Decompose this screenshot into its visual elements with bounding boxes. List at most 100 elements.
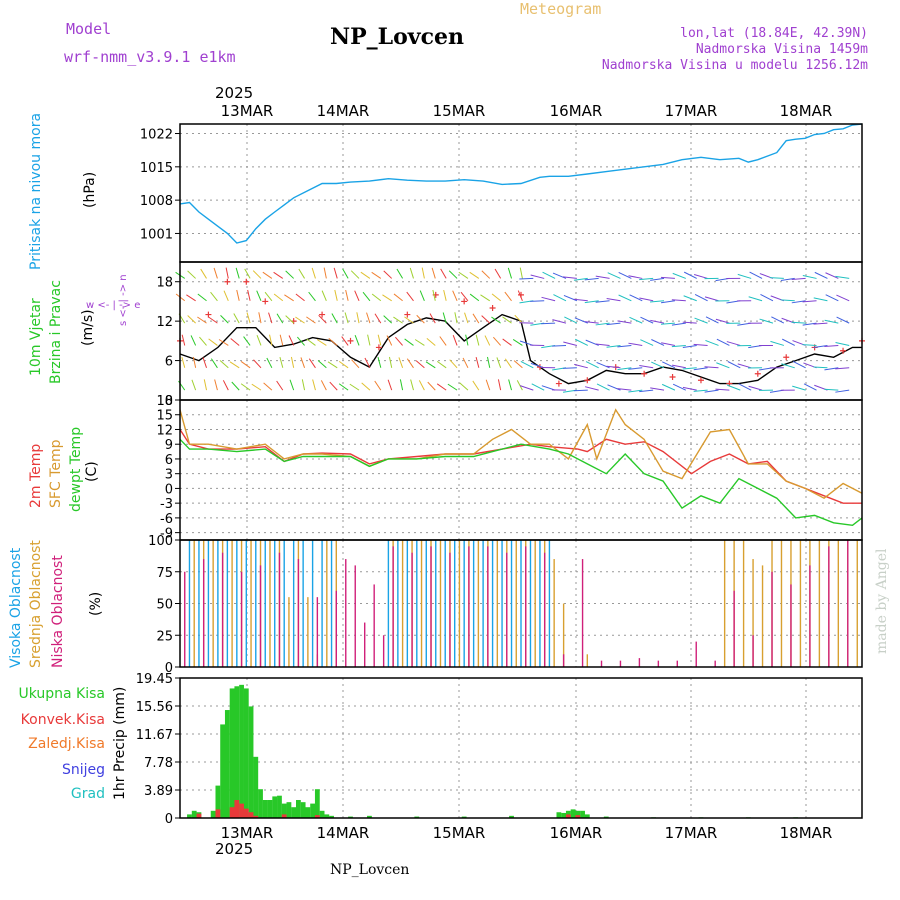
wind-arrow [472, 313, 480, 324]
wind-arrow [492, 336, 502, 346]
gust-point [641, 370, 648, 377]
wind-arrow [306, 338, 316, 346]
wind-arrow [442, 312, 447, 324]
compass-ew: w <- | -> e [86, 300, 141, 311]
wind-arrow [514, 314, 523, 324]
wind-arrow [459, 382, 469, 391]
wind-arrow [199, 336, 207, 346]
wind-arrow [312, 379, 316, 391]
wind-arrow [813, 297, 828, 302]
gust-point [584, 377, 591, 384]
wind-arrow [454, 312, 458, 324]
wind-arrow [449, 359, 458, 369]
wind-arrow [225, 267, 229, 279]
wind-arrow [406, 358, 414, 369]
wind-arrow [328, 338, 338, 346]
wind-arrow [639, 365, 654, 369]
wind-arrow [231, 381, 240, 391]
wind-arrow [396, 268, 404, 279]
wind-arrow [596, 383, 610, 391]
wind-arrow [393, 316, 403, 324]
precip-bar [234, 800, 240, 818]
wind-arrow [607, 384, 621, 391]
legend-frozen-rain: Zaledj.Kisa [28, 736, 105, 752]
wind-arrow [388, 356, 393, 368]
wind-arrow [825, 272, 839, 279]
wind-arrow [704, 296, 719, 302]
wind-arrow [273, 271, 284, 279]
wind-arrow [197, 293, 207, 302]
wind-arrow [349, 383, 360, 391]
wind-arrow [485, 379, 491, 391]
wind-arrow [298, 268, 305, 279]
wind-arrow [629, 294, 643, 302]
wind-arrow [491, 316, 501, 324]
x-tick-label-top: 18MAR [780, 102, 833, 120]
wind-arrow [791, 321, 806, 324]
wind-arrow [504, 291, 512, 302]
wind-arrow [491, 293, 501, 302]
wind-arrow [618, 294, 632, 302]
wind-arrow [683, 295, 697, 302]
wind-arrow [452, 290, 458, 301]
wind-arrow [338, 360, 349, 369]
wind-arrow [551, 344, 567, 347]
wind-ytick-label: 6 [165, 355, 173, 370]
precip-bar [248, 706, 254, 818]
wind-arrow [469, 271, 480, 279]
legend-conv-rain: Konvek.Kisa [20, 712, 105, 728]
wind-arrow [458, 271, 469, 279]
wind-arrow [694, 294, 708, 302]
wind-arrow [219, 360, 229, 369]
precip-bar [319, 810, 325, 818]
wind-arrow [383, 315, 393, 324]
wind-arrow [443, 289, 447, 301]
wind-arrow [377, 334, 382, 346]
wind-arrow [584, 277, 599, 281]
wind-arrow [439, 336, 447, 346]
wind-arrow [404, 338, 414, 346]
wind-arrow [541, 322, 556, 325]
gust-point [489, 305, 496, 311]
wind-arrow [727, 361, 741, 369]
wind-arrow [208, 338, 218, 346]
x-tick-label-top: 16MAR [550, 102, 603, 120]
wind-arrow [236, 289, 240, 301]
precip-bar [296, 800, 301, 818]
wind-arrow [200, 268, 207, 279]
wind-arrow [377, 357, 382, 368]
wind-arrow [716, 362, 730, 369]
wind-arrow [496, 357, 502, 368]
wind-arrow [356, 312, 360, 324]
model-name: wrf-nmm_v3.9.1 e1km [64, 48, 236, 66]
wind-arrow [802, 300, 817, 303]
precip-bar [314, 789, 320, 818]
wind-arrow [705, 316, 719, 324]
wind-arrow [574, 317, 588, 324]
wind-arrow [354, 334, 360, 346]
wind-arrow [181, 357, 186, 368]
wind-arrow [404, 316, 414, 324]
wind-arrow [475, 334, 480, 346]
year-top: 2025 [215, 84, 254, 102]
precip-bar [556, 812, 562, 818]
wind-arrow [651, 361, 665, 369]
wind-arrow [606, 344, 621, 348]
wind-arrow [671, 344, 686, 348]
precipitation-ytick-label: 15.56 [136, 700, 173, 715]
pressure-ytick-label: 1015 [140, 161, 173, 176]
wind-arrow [704, 366, 719, 369]
wind-arrow [628, 342, 643, 346]
wind-arrow [563, 341, 578, 346]
wind-arrow [361, 382, 371, 391]
wind-arrow [406, 291, 414, 302]
gust-point [262, 298, 269, 305]
wind-arrow [243, 336, 251, 346]
wind-arrow [513, 360, 523, 369]
wind-arrow [531, 383, 545, 391]
wind-arrow [387, 379, 393, 391]
wind-arrow [398, 357, 404, 368]
x-tick-label-bottom: 16MAR [550, 824, 603, 842]
wind-arrow [661, 383, 676, 391]
wind-arrow [835, 367, 850, 370]
